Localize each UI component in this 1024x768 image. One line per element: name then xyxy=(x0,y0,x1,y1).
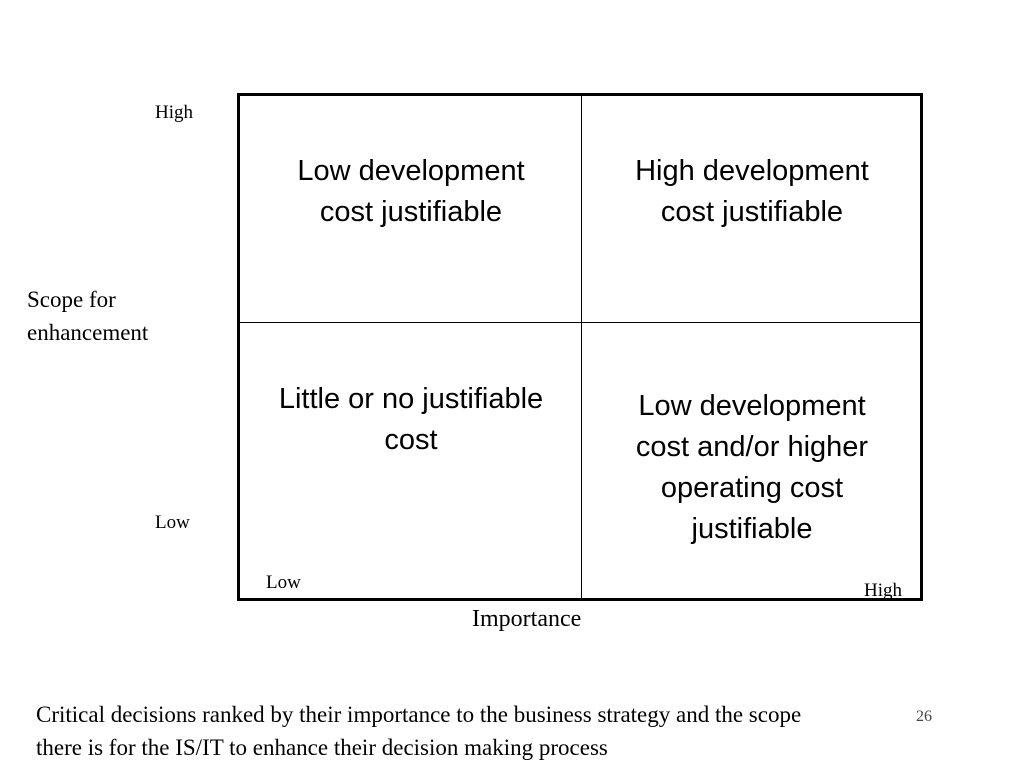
cell-text-line: Low development xyxy=(638,390,866,422)
matrix-horizontal-divider xyxy=(240,322,920,323)
slide-caption: Critical decisions ranked by their impor… xyxy=(36,698,996,764)
cell-top-left: Low development cost justifiable xyxy=(246,151,576,233)
y-axis-high-label: High xyxy=(155,102,193,123)
cell-bottom-left: Little or no justifiable cost xyxy=(246,379,576,461)
caption-line: Critical decisions ranked by their impor… xyxy=(36,702,802,727)
cell-text-line: Low development xyxy=(297,155,525,187)
cell-text-line: cost justifiable xyxy=(319,196,503,228)
x-axis-title: Importance xyxy=(472,606,582,632)
cell-text-line: High development xyxy=(635,155,869,187)
y-axis-low-label: Low xyxy=(155,512,190,533)
cell-top-right: High development cost justifiable xyxy=(587,151,917,233)
cell-text-line: Little or no justifiable xyxy=(278,383,544,415)
x-axis-high-label: High xyxy=(864,580,902,601)
caption-line: there is for the IS/IT to enhance their … xyxy=(36,735,608,760)
matrix-vertical-divider xyxy=(581,96,582,598)
decision-matrix: Low development cost justifiable High de… xyxy=(237,93,923,601)
page-number: 26 xyxy=(916,708,932,725)
cell-text-line: cost justifiable xyxy=(660,196,844,228)
y-axis-title-line: Scope for xyxy=(27,287,116,312)
cell-text-line: cost xyxy=(384,424,438,456)
cell-text-line: justifiable xyxy=(691,513,813,545)
cell-text-line: operating cost xyxy=(660,472,844,504)
y-axis-title: Scope for enhancement xyxy=(27,283,148,349)
x-axis-low-label: Low xyxy=(266,572,301,593)
cell-text-line: cost and/or higher xyxy=(635,431,869,463)
y-axis-title-line: enhancement xyxy=(27,320,149,345)
cell-bottom-right: Low development cost and/or higher opera… xyxy=(587,386,917,550)
